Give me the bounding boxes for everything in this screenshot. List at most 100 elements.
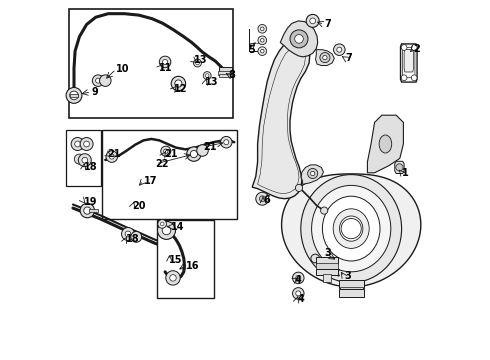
Polygon shape [252,38,310,199]
Circle shape [224,140,229,145]
Bar [90,209,98,212]
Text: 2: 2 [414,44,420,54]
Circle shape [171,76,186,91]
Bar [340,287,363,292]
Circle shape [96,78,100,83]
Bar [102,130,237,219]
Circle shape [320,53,330,63]
Polygon shape [368,115,403,173]
Circle shape [334,44,345,55]
Bar [339,289,364,297]
Circle shape [293,288,304,299]
Text: 13: 13 [205,77,219,87]
Circle shape [157,221,175,239]
Circle shape [337,47,342,52]
Circle shape [175,80,182,87]
Circle shape [66,87,82,103]
Text: 7: 7 [324,19,331,30]
Bar [157,220,215,298]
Circle shape [190,150,197,158]
Circle shape [296,275,301,280]
Text: 3: 3 [344,271,351,282]
Text: 18: 18 [84,162,98,172]
Bar [219,74,232,77]
Circle shape [80,138,93,150]
Text: 15: 15 [170,255,183,265]
Circle shape [311,171,315,176]
Ellipse shape [301,175,402,283]
Circle shape [82,157,88,163]
Text: 22: 22 [156,159,169,169]
Bar [323,274,331,282]
Text: 10: 10 [116,64,130,74]
Ellipse shape [322,196,380,261]
Text: 19: 19 [84,197,97,207]
Text: 11: 11 [159,63,173,73]
Circle shape [311,254,319,263]
Circle shape [92,75,104,86]
Circle shape [261,27,264,31]
Circle shape [164,149,168,153]
Ellipse shape [312,185,391,272]
Circle shape [258,47,267,55]
Ellipse shape [379,135,392,153]
Circle shape [84,207,91,214]
Circle shape [258,24,267,33]
Text: 8: 8 [229,70,236,80]
Text: 14: 14 [171,222,185,232]
Text: 6: 6 [263,195,270,205]
Circle shape [163,59,168,64]
Polygon shape [301,165,323,184]
Circle shape [106,151,118,162]
Text: 18: 18 [125,234,139,244]
Circle shape [220,136,232,148]
Circle shape [70,91,78,100]
Bar [66,130,101,186]
Circle shape [259,196,265,202]
Text: 21: 21 [164,149,177,159]
Text: 5: 5 [248,45,255,55]
Bar [219,67,232,72]
Text: 16: 16 [186,261,199,271]
Circle shape [258,36,267,45]
Circle shape [84,141,90,147]
Bar [316,257,338,264]
Circle shape [308,168,318,179]
Circle shape [161,146,171,156]
Text: 21: 21 [107,149,121,159]
Circle shape [411,45,417,50]
Text: 1: 1 [402,168,408,178]
Circle shape [78,154,91,167]
Circle shape [401,75,407,81]
Circle shape [323,55,327,60]
Text: 13: 13 [194,55,207,66]
Text: 17: 17 [144,176,157,186]
Circle shape [197,145,208,156]
Circle shape [290,30,308,48]
Bar [316,263,338,269]
Circle shape [320,207,328,214]
Bar [69,9,233,118]
Circle shape [306,14,319,27]
Circle shape [160,222,164,226]
Circle shape [293,272,304,284]
Polygon shape [316,50,334,66]
Circle shape [187,147,201,161]
Circle shape [170,275,176,281]
Circle shape [194,59,201,67]
Bar [339,280,364,288]
Circle shape [125,231,131,237]
Bar [71,94,77,97]
Circle shape [196,61,199,65]
Polygon shape [282,174,421,287]
Circle shape [71,138,84,150]
Circle shape [261,49,264,53]
Circle shape [261,39,264,42]
Polygon shape [404,50,414,72]
Text: 20: 20 [133,201,146,211]
Circle shape [74,141,80,147]
Circle shape [131,231,142,242]
Circle shape [122,228,134,240]
Text: 4: 4 [294,275,301,285]
Circle shape [396,164,403,171]
